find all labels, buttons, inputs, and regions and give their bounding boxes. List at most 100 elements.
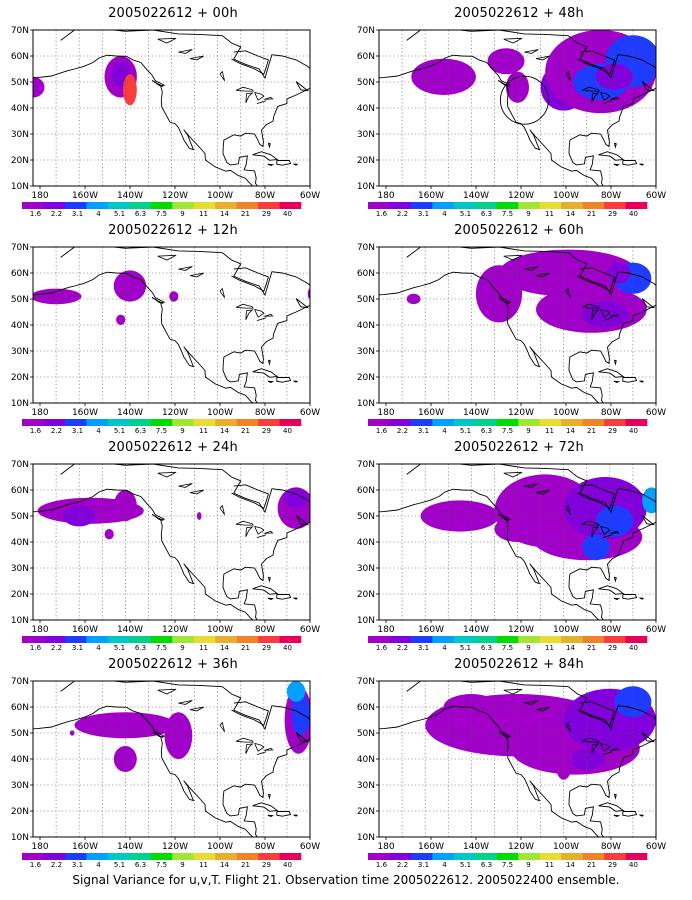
lon-tick-label: 60W: [300, 625, 320, 635]
lon-tick-label: 120W: [162, 408, 188, 418]
lat-tick-label: 70N: [357, 26, 375, 36]
coastline: [577, 50, 615, 75]
colorbar-swatch: [410, 202, 433, 209]
lake: [602, 100, 613, 104]
island: [267, 597, 275, 600]
lon-tick-label: 100W: [553, 408, 579, 418]
island: [267, 359, 271, 366]
lon-tick-label: 160W: [418, 842, 444, 852]
colorbar-swatch: [582, 853, 605, 860]
lat-tick-label: 40N: [11, 104, 29, 114]
lon-tick-label: 60W: [300, 842, 320, 852]
island: [622, 160, 638, 166]
colorbar-label: 2.2: [51, 427, 62, 435]
colorbar-swatch: [172, 202, 194, 209]
colorbar-label: 4: [442, 644, 447, 652]
colorbar-swatch: [86, 636, 109, 643]
colorbar-label: 2.2: [397, 861, 408, 869]
colorbar-swatch: [561, 202, 583, 209]
colorbar-label: 9: [526, 644, 530, 652]
colorbar-swatch: [129, 419, 152, 426]
colorbar-label: 40: [629, 210, 638, 218]
colorbar-label: 7.5: [502, 861, 513, 869]
colorbar-swatch: [625, 419, 648, 426]
lat-tick-label: 40N: [357, 104, 375, 114]
coastline: [379, 247, 656, 403]
island: [613, 359, 617, 366]
colorbar-swatch: [86, 202, 109, 209]
variance-contour: [169, 291, 179, 302]
colorbar-swatch: [107, 636, 130, 643]
colorbar-swatch: [150, 853, 173, 860]
lake: [178, 266, 193, 271]
island: [276, 377, 292, 383]
lon-tick-label: 60W: [646, 191, 666, 201]
variance-contour: [62, 505, 96, 527]
lake: [581, 86, 600, 92]
colorbar-swatch: [43, 853, 66, 860]
island: [151, 730, 164, 738]
lat-tick-label: 50N: [357, 512, 375, 522]
variance-contour: [642, 487, 656, 514]
lake: [235, 520, 254, 526]
colorbar-label: 29: [262, 427, 271, 435]
colorbar-swatch: [475, 419, 498, 426]
island: [613, 380, 621, 383]
variance-contour: [116, 314, 126, 325]
variance-contour: [113, 746, 137, 772]
lon-tick-label: 120W: [162, 191, 188, 201]
lat-tick-label: 10N: [11, 399, 29, 409]
colorbar-label: 7.5: [156, 210, 167, 218]
island: [613, 793, 617, 800]
island: [312, 295, 326, 307]
island: [252, 585, 279, 595]
island: [613, 142, 617, 149]
colorbar-swatch: [215, 636, 237, 643]
map-background: [33, 681, 310, 837]
colorbar-label: 1.6: [376, 210, 388, 218]
colorbar-swatch: [64, 419, 87, 426]
lake: [219, 70, 225, 81]
variance-contour: [104, 529, 114, 540]
lake: [254, 526, 265, 535]
map-panel-24h: 2005022612 + 24h 70N 60N 50N 40N 30N 20N 10N 18…: [0, 434, 346, 652]
lon-tick-label: 140W: [463, 191, 489, 201]
variance-contour: [568, 748, 606, 770]
lake: [591, 743, 600, 754]
island: [613, 814, 621, 817]
lat-tick-label: 30N: [11, 781, 29, 791]
lake: [600, 743, 611, 752]
lon-tick-label: 140W: [117, 408, 143, 418]
colorbar-swatch: [453, 853, 476, 860]
colorbar-swatch: [410, 419, 433, 426]
lon-tick-label: 160W: [72, 408, 98, 418]
coastline: [231, 484, 269, 509]
colorbar-label: 29: [608, 861, 617, 869]
lake: [503, 471, 523, 478]
variance-contour: [164, 712, 193, 759]
lon-tick-label: 140W: [463, 625, 489, 635]
island: [151, 79, 164, 87]
island: [641, 81, 656, 92]
colorbar-swatch: [604, 202, 626, 209]
colorbar-swatch: [432, 853, 455, 860]
colorbar-label: 7.5: [502, 210, 513, 218]
lake: [610, 747, 620, 751]
lon-tick-label: 60W: [646, 625, 666, 635]
coastline: [577, 701, 615, 726]
colorbar-swatch: [582, 419, 605, 426]
lake: [245, 309, 254, 320]
colorbar-label: 2.2: [51, 861, 62, 869]
lat-tick-label: 30N: [11, 564, 29, 574]
colorbar-label: 9: [180, 644, 184, 652]
map-content: [379, 681, 656, 837]
colorbar-swatch: [475, 853, 498, 860]
lat-tick-label: 60N: [11, 486, 29, 496]
colorbar-swatch: [453, 636, 476, 643]
lake: [602, 534, 613, 538]
island: [641, 515, 656, 526]
colorbar-label: 6.3: [135, 210, 146, 218]
colorbar-swatch: [215, 419, 237, 426]
